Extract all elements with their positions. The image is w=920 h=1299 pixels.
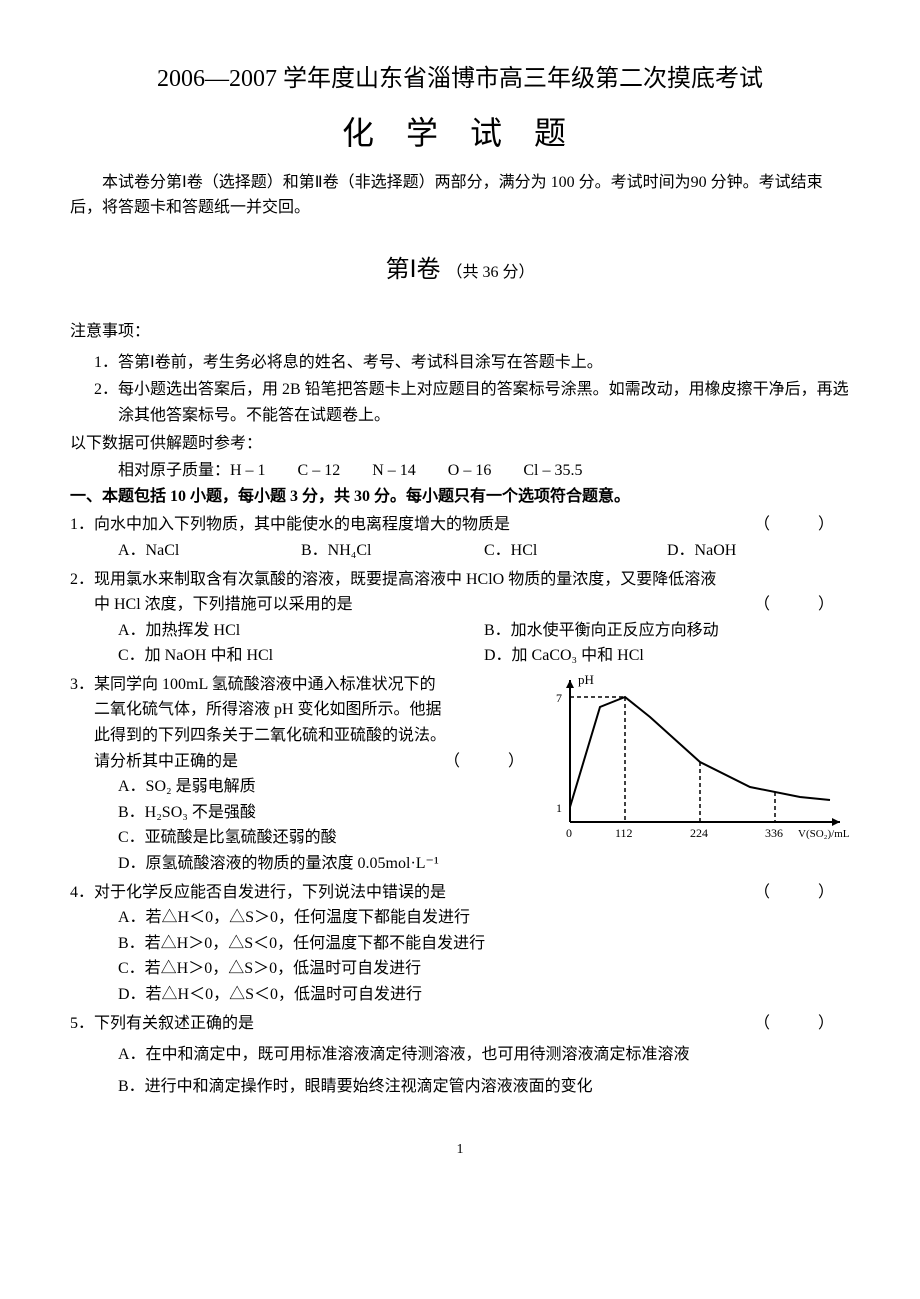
chart-xtick-112: 112 bbox=[615, 826, 633, 840]
chart-xtick-224: 224 bbox=[690, 826, 708, 840]
question-2: 2．现用氯水来制取含有次氯酸的溶液，既要提高溶液中 HClO 物质的量浓度，又要… bbox=[70, 567, 850, 669]
exam-header-line1: 2006—2007 学年度山东省淄博市高三年级第二次摸底考试 bbox=[70, 60, 850, 98]
q2-stem-1: 2．现用氯水来制取含有次氯酸的溶液，既要提高溶液中 HClO 物质的量浓度，又要… bbox=[70, 571, 716, 588]
q1-optB: B．NH₄Cl bbox=[301, 538, 484, 564]
q5-optA: A．在中和滴定中，既可用标准溶液滴定待测溶液，也可用待测溶液滴定标准溶液 bbox=[70, 1042, 850, 1068]
q1-optA: A．NaCl bbox=[118, 538, 301, 564]
q4-stem: 4．对于化学反应能否自发进行，下列说法中错误的是 bbox=[70, 884, 446, 901]
q3-optD: D．原氢硫酸溶液的物质的量浓度 0.05mol·L⁻¹ bbox=[70, 851, 540, 877]
part-a-header: 一、本题包括 10 小题，每小题 3 分，共 30 分。每小题只有一个选项符合题… bbox=[70, 484, 850, 510]
chart-ytick-7: 7 bbox=[556, 691, 562, 705]
q3-optB: B．H₂SO₃ 不是强酸 bbox=[70, 800, 540, 826]
q3-optA: A．SO₂ 是弱电解质 bbox=[70, 774, 540, 800]
chart-ytick-1: 1 bbox=[556, 801, 562, 815]
q3-stem-2: 二氧化硫气体，所得溶液 pH 变化如图所示。他据 bbox=[70, 697, 540, 723]
q2-optD: D．加 CaCO₃ 中和 HCl bbox=[484, 643, 850, 669]
q3-stem-3: 此得到的下列四条关于二氧化硫和亚硫酸的说法。 bbox=[70, 723, 540, 749]
question-3: 3．某同学向 100mL 氢硫酸溶液中通入标准状况下的 二氧化硫气体，所得溶液 … bbox=[70, 672, 850, 877]
answer-bracket: （ ） bbox=[778, 1011, 850, 1037]
notice-heading: 注意事项： bbox=[70, 319, 850, 345]
reference-data-values: 相对原子质量：H – 1 C – 12 N – 14 O – 16 Cl – 3… bbox=[70, 458, 850, 484]
q4-optA: A．若△H＜0，△S＞0，任何温度下都能自发进行 bbox=[70, 905, 850, 931]
section-1-sub: （共 36 分） bbox=[447, 264, 535, 281]
exam-intro: 本试卷分第Ⅰ卷（选择题）和第Ⅱ卷（非选择题）两部分，满分为 100 分。考试时间… bbox=[70, 170, 850, 221]
chart-xtick-0: 0 bbox=[566, 826, 572, 840]
chart-xtick-336: 336 bbox=[765, 826, 783, 840]
q3-stem-4: 请分析其中正确的是 bbox=[94, 753, 238, 770]
section-1-title: 第Ⅰ卷 （共 36 分） bbox=[70, 251, 850, 289]
question-1: 1．向水中加入下列物质，其中能使水的电离程度增大的物质是 （ ） A．NaCl … bbox=[70, 512, 850, 563]
q5-optB: B．进行中和滴定操作时，眼睛要始终注视滴定管内溶液液面的变化 bbox=[70, 1074, 850, 1100]
q2-optA: A．加热挥发 HCl bbox=[118, 618, 484, 644]
page-number: 1 bbox=[70, 1139, 850, 1161]
q3-stem-1: 3．某同学向 100mL 氢硫酸溶液中通入标准状况下的 bbox=[70, 676, 436, 693]
answer-bracket: （ ） bbox=[444, 749, 540, 775]
notice-item-2: 2．每小题选出答案后，用 2B 铅笔把答题卡上对应题目的答案标号涂黑。如需改动，… bbox=[70, 377, 850, 428]
question-5: 5．下列有关叙述正确的是 （ ） A．在中和滴定中，既可用标准溶液滴定待测溶液，… bbox=[70, 1011, 850, 1100]
q4-optC: C．若△H＞0，△S＞0，低温时可自发进行 bbox=[70, 956, 850, 982]
q2-optB: B．加水使平衡向正反应方向移动 bbox=[484, 618, 850, 644]
question-4: 4．对于化学反应能否自发进行，下列说法中错误的是 （ ） A．若△H＜0，△S＞… bbox=[70, 880, 850, 1008]
chart-ylabel: pH bbox=[578, 672, 594, 687]
q3-optC: C．亚硫酸是比氢硫酸还弱的酸 bbox=[70, 825, 540, 851]
q4-optB: B．若△H＞0，△S＜0，任何温度下都不能自发进行 bbox=[70, 931, 850, 957]
q1-optD: D．NaOH bbox=[667, 538, 850, 564]
q1-optC: C．HCl bbox=[484, 538, 667, 564]
exam-title: 化 学 试 题 bbox=[70, 108, 850, 159]
answer-bracket: （ ） bbox=[778, 512, 850, 538]
chart-xlabel: V(SO₂)/mL bbox=[798, 828, 850, 840]
q5-stem: 5．下列有关叙述正确的是 bbox=[70, 1015, 254, 1032]
q2-optC: C．加 NaOH 中和 HCl bbox=[118, 643, 484, 669]
q3-chart: pH 7 1 0 112 224 336 V(SO₂)/mL bbox=[550, 672, 850, 852]
answer-bracket: （ ） bbox=[754, 592, 850, 618]
q1-stem: 1．向水中加入下列物质，其中能使水的电离程度增大的物质是 bbox=[70, 516, 510, 533]
notice-item-1: 1．答第Ⅰ卷前，考生务必将息的姓名、考号、考试科目涂写在答题卡上。 bbox=[70, 350, 850, 376]
q2-stem-2: 中 HCl 浓度，下列措施可以采用的是 bbox=[94, 596, 353, 613]
reference-data-head: 以下数据可供解题时参考： bbox=[70, 431, 850, 457]
answer-bracket: （ ） bbox=[778, 880, 850, 906]
section-1-main: 第Ⅰ卷 bbox=[385, 257, 440, 283]
q4-optD: D．若△H＜0，△S＜0，低温时可自发进行 bbox=[70, 982, 850, 1008]
